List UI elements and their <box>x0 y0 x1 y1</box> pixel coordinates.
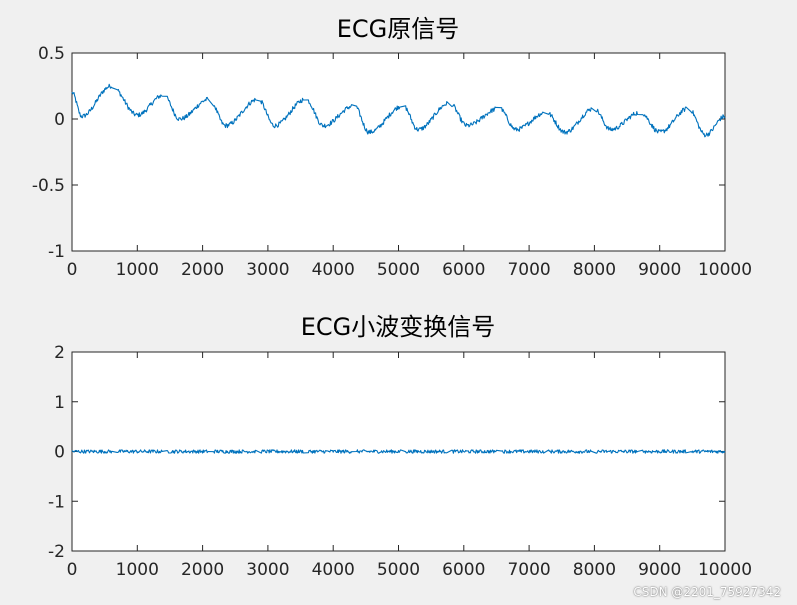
series-line-top <box>71 83 726 138</box>
x-tick-label: 4000 <box>312 260 355 280</box>
x-tick-label: 6000 <box>442 260 485 280</box>
chart-title-bottom: ECG小波变换信号 <box>301 313 496 341</box>
axes-original-signal: ECG原信号 0 1000 2000 3000 4000 5000 6000 7000 8000… <box>32 15 752 280</box>
x-tick-label: 8000 <box>573 560 616 580</box>
y-tick-label: 1 <box>54 393 65 413</box>
x-tick-label: 8000 <box>573 260 616 280</box>
y-tick-label: -1 <box>48 242 65 262</box>
x-tick-label: 2000 <box>181 260 224 280</box>
x-tick-label: 0 <box>67 260 78 280</box>
plot-area-top <box>71 52 726 252</box>
watermark: CSDN @2201_75927342 <box>633 585 781 599</box>
x-tick-label: 5000 <box>377 260 420 280</box>
series-line-bottom <box>71 449 726 454</box>
x-tick-label: 0 <box>67 560 78 580</box>
ticks-bottom: 0 1000 2000 3000 4000 5000 6000 7000 8000 9000 100… <box>48 343 752 580</box>
x-tick-label: 2000 <box>181 560 224 580</box>
x-tick-label: 9000 <box>638 560 681 580</box>
axes-wavelet-signal: ECG小波变换信号 0 1000 2000 3000 4000 5000 6000 7000 8… <box>48 313 752 580</box>
x-tick-label: 4000 <box>312 560 355 580</box>
x-tick-label: 6000 <box>442 560 485 580</box>
x-tick-label: 1000 <box>116 260 159 280</box>
y-tick-label: -1 <box>48 492 65 512</box>
x-tick-label: 7000 <box>507 260 550 280</box>
ticks-top: 0 1000 2000 3000 4000 5000 6000 7000 8000 9000 100… <box>32 44 752 280</box>
x-tick-label: 5000 <box>377 560 420 580</box>
chart-title-top: ECG原信号 <box>337 15 460 43</box>
x-tick-label: 10000 <box>698 260 752 280</box>
y-tick-label: -2 <box>48 542 65 562</box>
x-tick-label: 10000 <box>698 560 752 580</box>
x-tick-label: 3000 <box>246 260 289 280</box>
x-tick-label: 7000 <box>507 560 550 580</box>
y-tick-label: -0.5 <box>32 176 65 196</box>
y-tick-label: 2 <box>54 343 65 363</box>
y-tick-label: 0 <box>54 443 65 463</box>
y-tick-label: 0 <box>54 110 65 130</box>
y-tick-label: 0.5 <box>38 44 65 64</box>
x-tick-label: 1000 <box>116 560 159 580</box>
x-tick-label: 9000 <box>638 260 681 280</box>
x-tick-label: 3000 <box>246 560 289 580</box>
